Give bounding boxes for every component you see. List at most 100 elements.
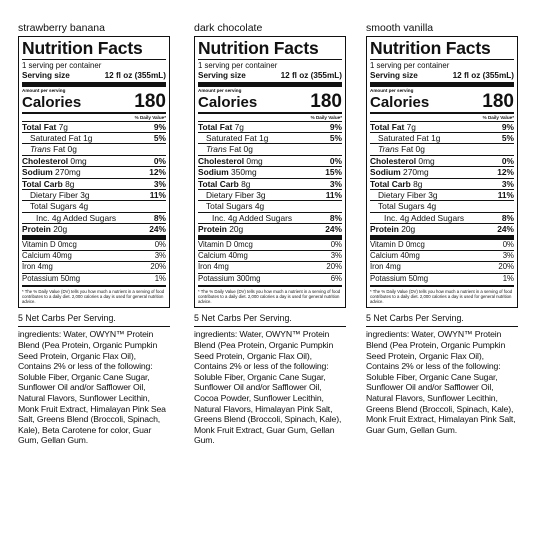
nutrient-amount: 1g	[431, 132, 441, 143]
nutrient-amount: Fat 0g	[229, 144, 253, 155]
nutrient-name: Saturated Fat	[206, 132, 257, 143]
calories-row: Calories 180	[22, 90, 166, 112]
nutrient-row: Dietary Fiber 3g 11%	[22, 188, 166, 200]
nutrient-row: Trans Fat 0g	[370, 143, 514, 154]
net-carbs: 5 Net Carbs Per Serving.	[366, 313, 518, 328]
nutrient-dv: 12%	[149, 167, 166, 178]
serving-size: Serving size 12 fl oz (355mL)	[22, 71, 166, 81]
divider	[22, 59, 166, 60]
nutrient-dv: 9%	[501, 121, 514, 132]
nutrient-dv: 5%	[501, 132, 514, 143]
vitamin-name: Potassium	[370, 273, 407, 283]
nutrient-name: Total Carb	[370, 178, 411, 189]
nutrient-dv: 0%	[501, 155, 514, 166]
daily-value-header: % Daily Value*	[310, 114, 342, 120]
vitamin-dv: 3%	[330, 250, 342, 260]
vitamin-amount: 0mcg	[233, 239, 253, 249]
vitamin-row: Iron 4mg 20%	[22, 261, 166, 272]
vitamin-name: Potassium	[198, 273, 235, 283]
nutrient-dv: 8%	[329, 212, 342, 223]
nutrient-name: Total Carb	[198, 178, 239, 189]
vitamin-dv: 20%	[326, 262, 342, 272]
nutrient-amount: 7g	[58, 121, 68, 132]
calories-label: Calories	[22, 93, 82, 111]
nutrient-dv: 24%	[325, 224, 342, 235]
nutrition-facts-panel: Nutrition Facts 1 serving per container Se…	[366, 36, 518, 309]
nutrient-amount: 350mg	[231, 167, 257, 178]
calories-value: 180	[482, 90, 514, 112]
label-column: dark chocolate Nutrition Facts 1 serving p…	[194, 22, 346, 446]
nutrient-name: Saturated Fat	[378, 132, 429, 143]
nutrient-row: Saturated Fat 1g 5%	[198, 131, 342, 143]
vitamin-dv: 3%	[154, 250, 166, 260]
nutrient-row: Cholesterol 0mg 0%	[198, 154, 342, 166]
nutrient-row: Inc. 4g Added Sugars 8%	[198, 211, 342, 223]
nutrient-row: Total Carb 8g 3%	[22, 177, 166, 189]
nutrient-amount: 8g	[65, 178, 75, 189]
nutrient-row: Total Carb 8g 3%	[370, 177, 514, 189]
nutrient-amount: 1g	[259, 132, 269, 143]
nutrient-name: Total Fat	[370, 121, 405, 132]
nutrient-name: Dietary Fiber	[30, 189, 78, 200]
vitamin-row: Potassium 50mg 1%	[22, 272, 166, 284]
nutrient-row: Sodium 270mg 12%	[370, 166, 514, 177]
footnote: * The % Daily Value (DV) tells you how m…	[370, 289, 513, 305]
nutrient-amount: Fat 0g	[401, 144, 425, 155]
nutrient-name: Cholesterol	[198, 155, 245, 166]
footnote: * The % Daily Value (DV) tells you how m…	[22, 289, 165, 305]
nutrient-dv: 5%	[329, 132, 342, 143]
nutrient-dv: 15%	[325, 167, 342, 178]
nutrient-dv: 9%	[329, 121, 342, 132]
nutrient-amount: 3g	[256, 189, 266, 200]
divider-thick	[198, 81, 342, 87]
divider-medium	[198, 111, 342, 114]
vitamin-row: Iron 4mg 20%	[198, 261, 342, 272]
nutrient-name: Total Carb	[22, 178, 63, 189]
vitamin-row: Potassium 300mg 6%	[198, 272, 342, 284]
vitamin-row: Calcium 40mg 3%	[370, 249, 514, 261]
nutrient-amount: 0mg	[246, 155, 263, 166]
divider-medium	[22, 111, 166, 114]
vitamin-amount: 0mcg	[405, 239, 425, 249]
nutrient-row: Protein 20g 24%	[198, 223, 342, 234]
nutrient-amount: 8g	[241, 178, 251, 189]
vitamin-dv: 20%	[498, 262, 514, 272]
serving-size-value: 12 fl oz (355mL)	[104, 70, 166, 80]
divider-medium	[22, 285, 166, 288]
vitamin-amount: 300mg	[236, 273, 261, 283]
nutrient-dv: 8%	[153, 212, 166, 223]
serving-size: Serving size 12 fl oz (355mL)	[198, 71, 342, 81]
nutrient-amount: 4g	[426, 201, 437, 212]
nutrient-row: Total Carb 8g 3%	[198, 177, 342, 189]
calories-value: 180	[134, 90, 166, 112]
nutrient-row: Total Sugars 4g	[370, 200, 514, 211]
serving-size-label: Serving size	[198, 70, 246, 80]
vitamin-amount: 4mg	[213, 262, 229, 272]
vitamin-name: Vitamin D	[198, 239, 232, 249]
vitamin-name: Potassium	[22, 273, 59, 283]
nutrient-name: Dietary Fiber	[378, 189, 426, 200]
ingredients: ingredients: Water, OWYN™ Protein Blend …	[18, 329, 166, 446]
calories-label: Calories	[198, 93, 258, 111]
nutrient-row: Trans Fat 0g	[22, 143, 166, 154]
vitamin-dv: 6%	[330, 273, 342, 283]
nutrient-amount: 8g	[413, 178, 423, 189]
nutrient-amount: 3g	[80, 189, 90, 200]
nutrient-name: Total Sugars	[378, 201, 425, 212]
panel-title: Nutrition Facts	[370, 38, 491, 58]
vitamin-name: Iron	[370, 262, 384, 272]
ingredients: ingredients: Water, OWYN™ Protein Blend …	[194, 329, 342, 446]
nutrient-name: Sodium	[22, 167, 53, 178]
vitamin-amount: 4mg	[385, 262, 401, 272]
serving-size-value: 12 fl oz (355mL)	[452, 70, 514, 80]
nutrient-row: Total Fat 7g 9%	[198, 120, 342, 132]
vitamin-row: Calcium 40mg 3%	[198, 249, 342, 261]
nutrient-name: Total Sugars	[206, 201, 253, 212]
nutrient-amount: 4g	[78, 201, 89, 212]
vitamin-amount: 40mg	[52, 250, 72, 260]
nutrient-dv: 5%	[153, 132, 166, 143]
vitamin-row: Vitamin D 0mcg 0%	[370, 240, 514, 250]
nutrient-row: Protein 20g 24%	[370, 223, 514, 234]
servings-per-container: 1 serving per container	[370, 61, 450, 70]
nutrient-amount: 1g	[83, 132, 93, 143]
